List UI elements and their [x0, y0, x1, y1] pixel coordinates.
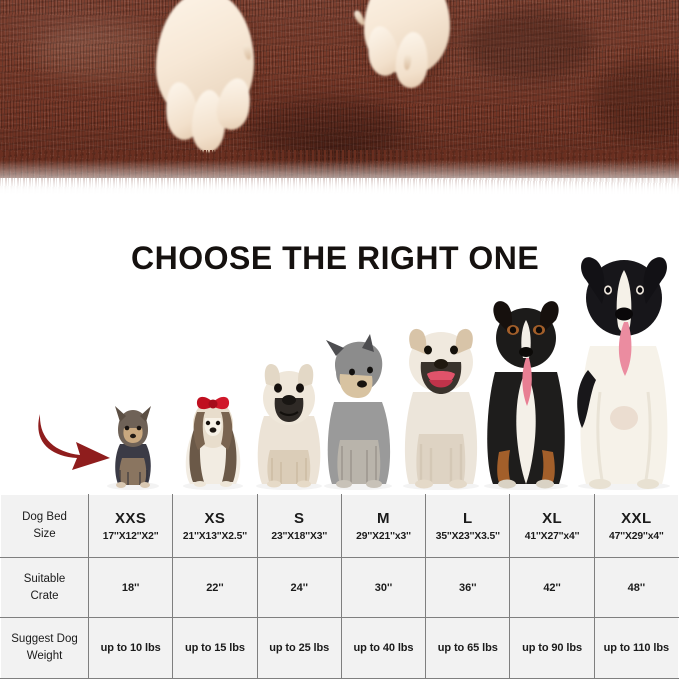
dog-landseer-newfoundland	[570, 242, 678, 490]
cell-crate-xxl: 48''	[593, 557, 679, 618]
size-dimensions: 41''X27''x4''	[524, 531, 580, 543]
dog-bed-size-table: Dog Bed Size XXS 17''X12''X2'' XS 21''X1…	[0, 494, 679, 679]
size-dimensions: 47''X29''x4''	[609, 531, 664, 543]
cell-weight-m: up to 40 lbs	[340, 617, 427, 679]
row-header-line-1: Suggest Dog	[11, 633, 78, 646]
fur-shadow-blotch	[464, 10, 594, 80]
size-label: XS	[204, 509, 226, 527]
fur-bed-banner	[0, 0, 679, 196]
cell-weight-l: up to 65 lbs	[425, 617, 511, 679]
cell-crate-m: 30''	[340, 557, 427, 618]
dog-schnauzer	[318, 328, 398, 490]
size-label: XXS	[115, 509, 147, 527]
dog-paw-left	[148, 0, 268, 164]
size-dimensions: 29''X21''x3''	[356, 531, 411, 543]
page-title: CHOOSE THE RIGHT ONE	[131, 240, 540, 276]
dog-swiss-mountain-dog	[477, 284, 575, 490]
cell-size-m: M 29''X21''x3''	[340, 494, 427, 558]
cell-size-l: L 35''X23''X3.5''	[425, 494, 511, 558]
cell-crate-s: 24''	[256, 557, 342, 618]
row-header-line-1: Dog Bed	[22, 511, 67, 524]
fur-texture-base	[0, 0, 679, 178]
table-row-bed-size: Dog Bed Size XXS 17''X12''X2'' XS 21''X1…	[0, 494, 679, 558]
fur-shadow-blotch	[244, 95, 404, 155]
cell-weight-s: up to 25 lbs	[256, 617, 342, 679]
row-header-suggest-weight: Suggest Dog Weight	[0, 617, 89, 679]
cell-crate-xxs: 18''	[87, 557, 174, 618]
cell-size-xl: XL 41''X27''x4''	[509, 494, 595, 558]
row-header-line-2: Crate	[30, 589, 59, 602]
cell-weight-xxs: up to 10 lbs	[87, 617, 174, 679]
table-row-suggest-weight: Suggest Dog Weight up to 10 lbs up to 15…	[0, 617, 679, 679]
row-header-suitable-crate: Suitable Crate	[0, 557, 89, 618]
red-hair-bow	[196, 396, 230, 410]
dog-shih-tzu	[178, 378, 248, 490]
dog-size-lineup	[0, 238, 679, 490]
cell-weight-xs: up to 15 lbs	[172, 617, 258, 679]
size-dimensions: 23''X18''X3''	[271, 531, 328, 543]
cell-size-xs: XS 21''X13''X2.5''	[172, 494, 258, 558]
row-header-line-2: Size	[33, 528, 56, 540]
size-label: S	[294, 509, 305, 527]
size-label: XL	[542, 509, 563, 527]
cell-weight-xxl: up to 110 lbs	[593, 617, 679, 679]
size-dimensions: 21''X13''X2.5''	[182, 531, 247, 543]
size-label: M	[377, 509, 390, 527]
table-row-suitable-crate: Suitable Crate 18'' 22'' 24'' 30'' 36'' …	[0, 557, 679, 618]
dog-french-bulldog	[250, 354, 328, 490]
fur-to-white-fade	[0, 160, 679, 196]
cell-size-xxl: XXL 47''X29''x4''	[593, 494, 679, 558]
fur-fiber-texture	[0, 0, 679, 178]
cell-size-s: S 23''X18''X3''	[256, 494, 342, 558]
size-dimensions: 17''X12''X2''	[102, 531, 159, 543]
row-header-bed-size: Dog Bed Size	[0, 494, 89, 558]
dog-paw-right	[352, 0, 456, 98]
cell-crate-xs: 22''	[172, 557, 258, 618]
cell-crate-l: 36''	[425, 557, 511, 618]
dog-yorkshire-terrier	[100, 400, 166, 490]
cell-weight-xl: up to 90 lbs	[509, 617, 595, 679]
row-header-line-2: Weight	[26, 650, 63, 662]
size-label: L	[462, 509, 473, 527]
row-header-line-1: Suitable	[23, 572, 66, 585]
fur-shadow-blotch	[594, 60, 679, 140]
cell-crate-xl: 42''	[509, 557, 595, 618]
dog-american-bulldog	[395, 308, 487, 490]
red-curved-arrow-icon	[38, 414, 110, 470]
size-label: XXL	[621, 509, 652, 527]
size-dimensions: 35''X23''X3.5''	[435, 531, 500, 543]
cell-size-xxs: XXS 17''X12''X2''	[87, 494, 174, 558]
